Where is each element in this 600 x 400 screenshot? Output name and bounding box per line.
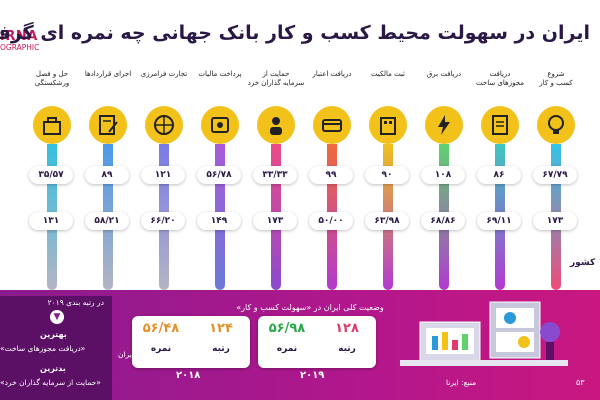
indicator-rank: ۵۸/۲۱ bbox=[85, 212, 129, 230]
indicator-column: حل و فصل ورشکستگی ۳۵/۵۷ ۱۳۱ bbox=[27, 70, 77, 290]
indicator-column: اجرای قراردادها ۸۹ ۵۸/۲۱ bbox=[83, 70, 133, 290]
indicator-column: شروع کسب و کار ۶۷/۷۹ ۱۷۳ bbox=[531, 70, 581, 290]
indicator-label: ثبت مالکیت bbox=[370, 70, 406, 78]
year-2019: ۲۰۱۹ bbox=[300, 370, 325, 381]
indicator-column: ثبت مالکیت ۹۰ ۶۳/۹۸ bbox=[363, 70, 413, 290]
indicator-label: تجارت فرامرزی bbox=[140, 70, 188, 78]
ranking-legend: در رتبه بندی ۲۰۱۹ ▼ بهترین «دریافت مجوزه… bbox=[0, 296, 112, 400]
legend-best-item: «دریافت مجوزهای ساخت» bbox=[0, 344, 86, 353]
indicator-column: پرداخت مالیات ۵۶/۷۸ ۱۴۹ bbox=[195, 70, 245, 290]
lightbulb-icon bbox=[537, 106, 575, 144]
source-credit: منبع: ایرنا bbox=[446, 378, 477, 387]
indicator-label: اجرای قراردادها bbox=[84, 70, 132, 78]
indicator-score: ۳۵/۵۷ bbox=[29, 166, 73, 184]
indicator-column: حمایت از سرمایه گذاران خرد ۳۳/۳۳ ۱۷۳ bbox=[248, 70, 304, 290]
indicator-label: شروع کسب و کار bbox=[539, 70, 573, 87]
indicator-rank: ۱۷۳ bbox=[533, 212, 577, 230]
indicator-label: پرداخت مالیات bbox=[198, 70, 242, 78]
legend-worst: بدترین bbox=[40, 364, 66, 373]
globe-icon bbox=[145, 106, 183, 144]
indicator-score: ۱۰۸ bbox=[421, 166, 465, 184]
page-number: ۵۳ bbox=[576, 378, 585, 387]
indicator-rank: ۱۷۳ bbox=[253, 212, 297, 230]
building-icon bbox=[369, 106, 407, 144]
indicator-score: ۸۹ bbox=[85, 166, 129, 184]
rank-label-2018: رتبه bbox=[212, 344, 230, 354]
score-2019: ۵۶/۹۸ bbox=[268, 321, 306, 336]
rank-2019: ۱۲۸ bbox=[335, 321, 359, 336]
indicator-score: ۸۶ bbox=[477, 166, 521, 184]
overview-title: وضعیت کلی ایران در «سهولت کسب و کار» bbox=[236, 303, 384, 312]
brand-sub: OGRAPHIC bbox=[0, 43, 40, 52]
document-icon bbox=[481, 106, 519, 144]
indicator-column: دریافت مجوزهای ساخت ۸۶ ۶۹/۱۱ bbox=[475, 70, 525, 290]
indicator-score: ۱۲۱ bbox=[141, 166, 185, 184]
indicator-score: ۶۷/۷۹ bbox=[533, 166, 577, 184]
box-2019: ۵۶/۹۸ نمره ۱۲۸ رتبه bbox=[258, 316, 376, 368]
card-icon bbox=[313, 106, 351, 144]
legend-worst-item: «حمایت از سرمایه گذاران خرد» bbox=[0, 378, 101, 387]
indicator-label: دریافت مجوزهای ساخت bbox=[476, 70, 524, 87]
indicator-column: دریافت برق ۱۰۸ ۶۸/۸۶ bbox=[419, 70, 469, 290]
indicator-label: دریافت اعتبار bbox=[312, 70, 352, 78]
brand-logo: IRNA OGRAPHIC bbox=[0, 30, 62, 53]
indicator-column: دریافت اعتبار ۹۹ ۵۰/۰۰ bbox=[307, 70, 357, 290]
score-2018: ۵۶/۴۸ bbox=[142, 321, 180, 336]
business-illustration bbox=[400, 301, 568, 366]
rank-label-2019: رتبه bbox=[338, 344, 356, 354]
lightning-icon bbox=[425, 106, 463, 144]
score-label-2018: نمره bbox=[150, 344, 172, 354]
indicator-rank: ۶۸/۸۶ bbox=[421, 212, 465, 230]
year-2018: ۲۰۱۸ bbox=[176, 370, 201, 381]
indicator-score: ۳۳/۳۳ bbox=[253, 166, 297, 184]
contract-icon bbox=[89, 106, 127, 144]
arrow-down-icon: ▼ bbox=[50, 310, 64, 324]
indicator-label: دریافت برق bbox=[426, 70, 462, 78]
indicator-rank: ۱۳۱ bbox=[29, 212, 73, 230]
tax-icon bbox=[201, 106, 239, 144]
brand-name: IRNA bbox=[0, 29, 38, 44]
indicator-label: حمایت از سرمایه گذاران خرد bbox=[247, 70, 305, 87]
legend-title: در رتبه بندی ۲۰۱۹ bbox=[47, 298, 104, 307]
indicator-rank: ۶۹/۱۱ bbox=[477, 212, 521, 230]
indicator-column: تجارت فرامرزی ۱۲۱ ۶۶/۲۰ bbox=[139, 70, 189, 290]
indicator-label: حل و فصل ورشکستگی bbox=[34, 70, 70, 87]
page-title: ایران در سهولت محیط کسب و کار بانک جهانی… bbox=[0, 22, 590, 44]
countries-count: ۱۹۰ کشور bbox=[570, 258, 600, 268]
indicator-rank: ۱۴۹ bbox=[197, 212, 241, 230]
bankruptcy-icon bbox=[33, 106, 71, 144]
rank-2018: ۱۲۴ bbox=[209, 321, 233, 336]
indicator-rank: ۶۳/۹۸ bbox=[365, 212, 409, 230]
indicator-score: ۹۹ bbox=[309, 166, 353, 184]
header: IRNA OGRAPHIC ایران در سهولت محیط کسب و … bbox=[0, 0, 600, 62]
indicator-score: ۹۰ bbox=[365, 166, 409, 184]
investor-icon bbox=[257, 106, 295, 144]
indicator-rank: ۵۰/۰۰ bbox=[309, 212, 353, 230]
score-label-2019: نمره bbox=[276, 344, 298, 354]
indicator-rank: ۶۶/۲۰ bbox=[141, 212, 185, 230]
legend-best: بهترین bbox=[40, 330, 67, 339]
indicator-score: ۵۶/۷۸ bbox=[197, 166, 241, 184]
box-2018: ۵۶/۴۸ نمره ۱۲۴ رتبه bbox=[132, 316, 250, 368]
